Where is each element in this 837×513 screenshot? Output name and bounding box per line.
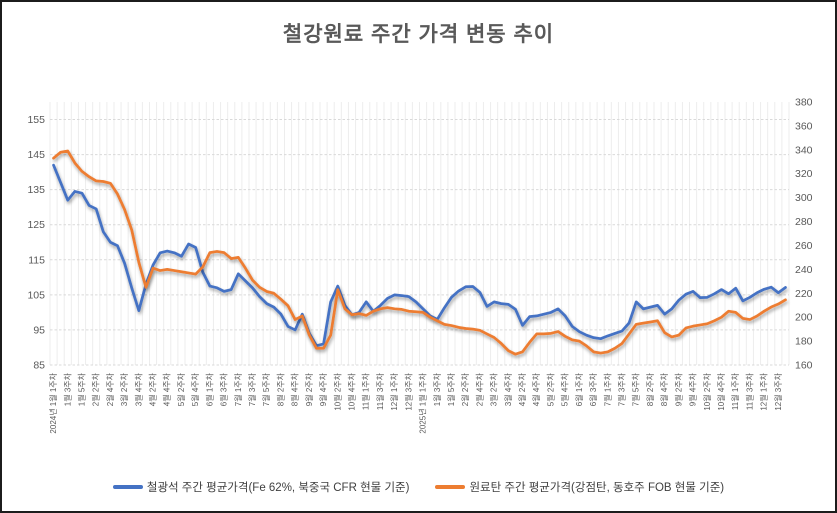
x-tick-label: 3월 4주차 [133, 372, 143, 406]
x-tick-label: 11월 1주차 [730, 372, 740, 410]
x-tick-label: 6월 3주차 [588, 372, 598, 406]
x-tick-label: 7월 5주차 [261, 372, 271, 406]
x-tick-label: 2월 4주차 [105, 372, 115, 406]
y-right-tick-label: 300 [795, 192, 813, 204]
y-right-tick-label: 380 [795, 97, 813, 109]
x-tick-label: 10월 2주차 [332, 372, 342, 410]
x-tick-label: 8월 4주차 [290, 372, 300, 406]
x-tick-label: 5월 4주차 [560, 372, 570, 406]
chart-title: 철강원료 주간 가격 변동 추이 [282, 23, 555, 46]
plot-vertical-gridlines [49, 102, 790, 365]
legend-label-coking-coal: 원료탄 주간 평균가격(강점탄, 동호주 FOB 현물 기준) [469, 482, 725, 494]
y-right-tick-label: 340 [795, 144, 813, 156]
x-tick-label: 6월 3주차 [219, 372, 229, 406]
x-tick-label: 1월 3주차 [62, 372, 72, 406]
y-right-tick-label: 260 [795, 240, 813, 252]
y-right-tick-label: 160 [795, 360, 813, 372]
y-left-tick-label: 105 [27, 289, 45, 301]
x-tick-label: 11월 3주차 [744, 372, 754, 410]
x-tick-label: 9월 4주차 [318, 372, 328, 406]
legend-item-coking-coal: 원료탄 주간 평균가격(강점탄, 동호주 FOB 현물 기준) [435, 479, 724, 495]
x-tick-label: 5월 2주차 [545, 372, 555, 406]
x-tick-label: 12월 1주차 [759, 372, 769, 410]
x-tick-label: 9월 4주차 [688, 372, 698, 406]
x-tick-label: 7월 5주차 [631, 372, 641, 406]
x-tick-label: 3월 2주차 [489, 372, 499, 406]
x-tick-label: 6월 1주차 [574, 372, 584, 406]
y-right-tick-label: 360 [795, 120, 813, 132]
y-left-tick-label: 135 [27, 184, 45, 196]
x-tick-label: 9월 2주차 [673, 372, 683, 406]
y-left-tick-label: 95 [33, 324, 45, 336]
x-tick-label: 7월 3주차 [247, 372, 257, 406]
y-axis-right-labels: 380 360 340 320 300 280 260 240 220 200 180 160 [795, 97, 813, 372]
x-tick-label: 4월 2주차 [517, 372, 527, 406]
x-tick-label: 1월 5주차 [76, 372, 86, 406]
y-right-tick-label: 220 [795, 288, 813, 300]
x-tick-label: 1월 5주차 [446, 372, 456, 406]
legend-item-iron-ore: 철광석 주간 평균가격(Fe 62%, 북중국 CFR 현물 기준) [112, 479, 410, 495]
y-left-tick-label: 125 [27, 219, 45, 231]
x-tick-label: 8월 2주차 [275, 372, 285, 406]
x-tick-label: 12월 1주차 [389, 372, 399, 410]
x-tick-label: 5월 2주차 [176, 372, 186, 406]
x-tick-label: 7월 1주차 [602, 372, 612, 406]
x-tick-label: 2월 4주차 [474, 372, 484, 406]
x-tick-label: 11월 1주차 [361, 372, 371, 410]
legend-label-iron-ore: 철광석 주간 평균가격(Fe 62%, 북중국 CFR 현물 기준) [146, 482, 410, 494]
x-tick-label: 1월 3주차 [432, 372, 442, 406]
x-tick-label: 3월 2주차 [119, 372, 129, 406]
iron-ore-price-line [52, 163, 787, 348]
x-tick-label: 6월 1주차 [204, 372, 214, 406]
plot-horizontal-gridlines [50, 119, 789, 366]
x-axis-labels: 2024년 1월 1주차 1월 3주차 1월 5주차 2월 2주차 2월 4주차 3월 2… [48, 372, 783, 433]
y-left-tick-label: 85 [33, 360, 45, 372]
x-tick-label: 7월 1주차 [233, 372, 243, 406]
y-right-tick-label: 240 [795, 264, 813, 276]
x-tick-label: 5월 4주차 [190, 372, 200, 406]
y-right-tick-label: 280 [795, 216, 813, 228]
x-tick-label: 10월 2주차 [702, 372, 712, 410]
chart-legend: 철광석 주간 평균가격(Fe 62%, 북중국 CFR 현물 기준) 원료탄 주… [2, 479, 835, 495]
x-tick-label: 10월 4주차 [716, 372, 726, 410]
x-tick-label: 2024년 1월 1주차 [48, 372, 58, 433]
y-right-tick-label: 200 [795, 312, 813, 324]
x-tick-label: 7월 3주차 [617, 372, 627, 406]
y-left-tick-label: 155 [27, 114, 45, 126]
x-tick-label: 4월 4주차 [162, 372, 172, 406]
coking-coal-price-line [52, 149, 787, 356]
x-tick-label: 2025년 1월 1주차 [418, 372, 428, 433]
x-tick-label: 11월 3주차 [375, 372, 385, 410]
x-tick-label: 2월 2주차 [460, 372, 470, 406]
y-left-tick-label: 115 [28, 254, 45, 266]
x-tick-label: 3월 4주차 [503, 372, 513, 406]
x-tick-label: 12월 3주차 [773, 372, 783, 410]
x-tick-label: 12월 3주차 [403, 372, 413, 410]
x-tick-label: 4월 4주차 [531, 372, 541, 406]
x-tick-label: 2월 2주차 [91, 372, 101, 406]
x-tick-label: 4월 2주차 [148, 372, 158, 406]
y-right-tick-label: 180 [795, 336, 813, 348]
legend-swatch-iron-ore-icon [112, 485, 143, 489]
x-tick-label: 10월 4주차 [346, 372, 356, 410]
y-right-tick-label: 320 [795, 168, 813, 180]
x-tick-label: 9월 2주차 [304, 372, 314, 406]
legend-swatch-coking-coal-icon [435, 485, 466, 489]
y-left-tick-label: 145 [27, 149, 45, 161]
x-tick-label: 8월 4주차 [659, 372, 669, 406]
y-axis-left-labels: 155 145 135 125 115 105 95 85 [27, 114, 45, 371]
x-tick-label: 8월 2주차 [645, 372, 655, 406]
